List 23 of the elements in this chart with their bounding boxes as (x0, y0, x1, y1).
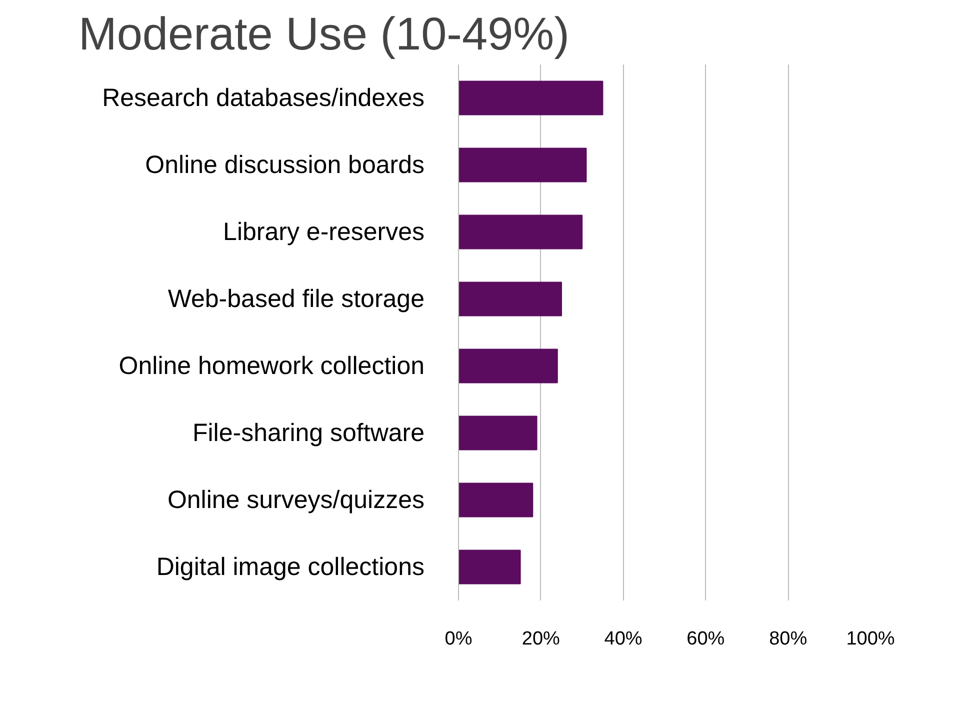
bar (458, 416, 538, 450)
bar (458, 282, 562, 316)
bar (458, 550, 521, 584)
x-tick-label: 60% (686, 628, 725, 650)
bar (458, 148, 587, 182)
x-tick-label: 80% (769, 628, 808, 650)
chart-title: Moderate Use (10-49%) (78, 8, 570, 60)
y-tick-label: Online discussion boards (145, 151, 425, 179)
bar (458, 80, 604, 116)
y-tick-label: Research databases/indexes (102, 84, 425, 112)
x-tick-label: 100% (846, 628, 895, 650)
y-tick-label: Library e-reserves (223, 218, 424, 246)
bar (458, 214, 583, 250)
y-tick-label: File-sharing software (192, 419, 424, 447)
x-tick-label: 0% (444, 628, 472, 650)
y-tick-label: Online homework collection (118, 352, 424, 380)
bar (458, 482, 534, 518)
y-tick-label: Digital image collections (156, 553, 425, 581)
y-tick-label: Web-based file storage (168, 285, 425, 313)
bar (458, 348, 558, 384)
x-tick-label: 20% (522, 628, 560, 650)
x-tick-label: 40% (604, 628, 642, 650)
y-tick-label: Online surveys/quizzes (167, 486, 425, 514)
